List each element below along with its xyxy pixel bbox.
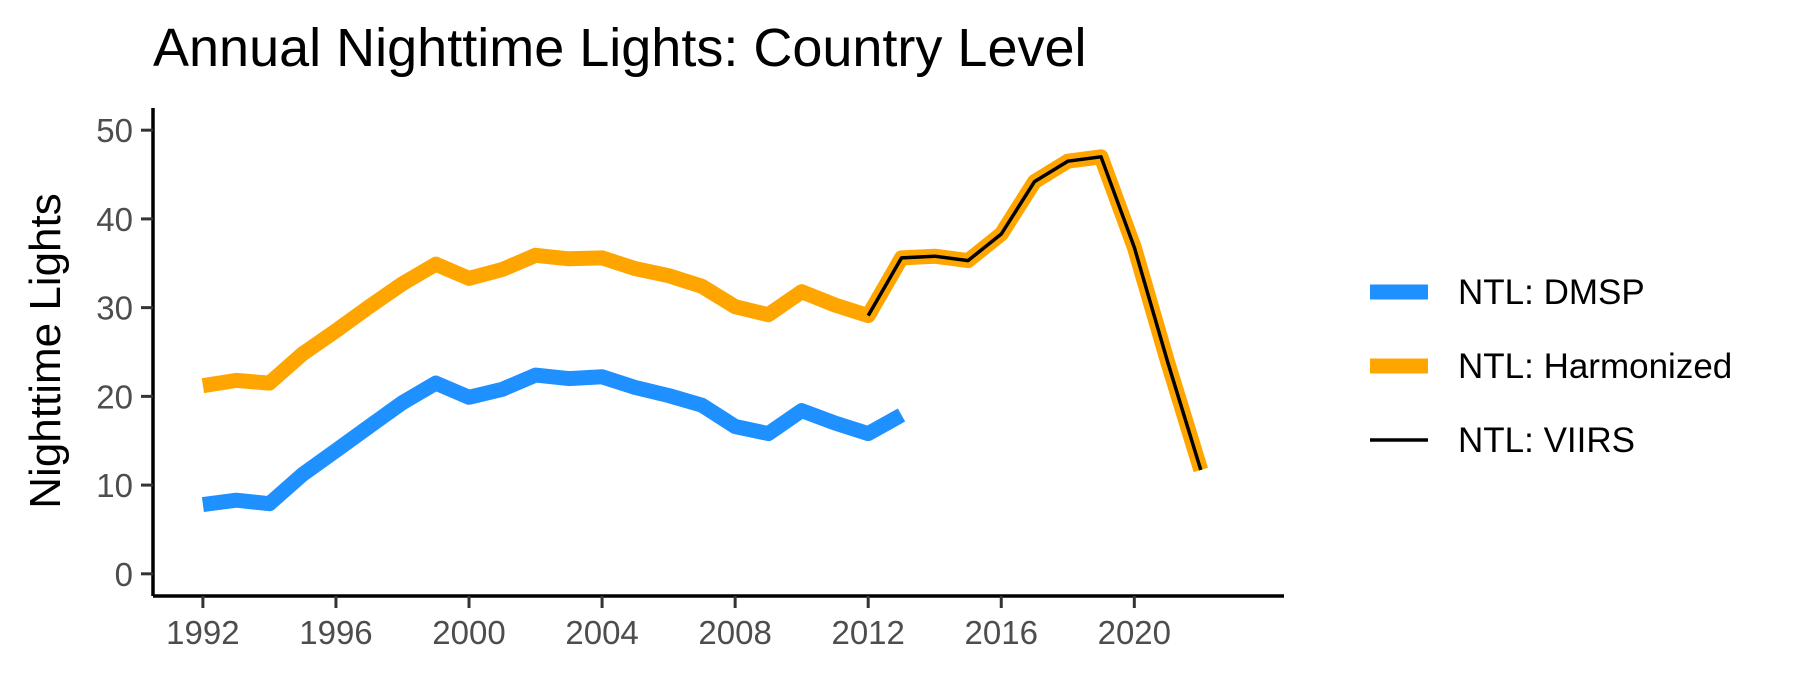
y-tick-label: 0 <box>115 556 133 593</box>
x-tick-label: 2000 <box>432 614 505 651</box>
y-axis-ticks: 0 10 20 30 40 50 <box>96 112 153 593</box>
x-tick-label: 2012 <box>831 614 904 651</box>
legend-label-ntl-viirs: NTL: VIIRS <box>1458 421 1635 460</box>
x-axis-ticks: 1992 1996 2000 2004 2008 2012 2016 2020 <box>166 596 1171 651</box>
series-line-ntl-dmsp <box>201 367 906 513</box>
x-tick-label: 2008 <box>698 614 771 651</box>
legend-label-ntl-dmsp: NTL: DMSP <box>1458 273 1645 312</box>
x-tick-label: 2020 <box>1098 614 1171 651</box>
series-layer <box>201 149 1208 513</box>
x-tick-label: 2004 <box>565 614 638 651</box>
series-line-ntl-viirs <box>866 155 1203 471</box>
y-tick-label: 50 <box>96 112 133 149</box>
x-tick-label: 2016 <box>965 614 1038 651</box>
y-tick-label: 20 <box>96 378 133 415</box>
y-tick-label: 40 <box>96 201 133 238</box>
y-axis-label: Nighttime Lights <box>21 193 70 508</box>
y-tick-label: 30 <box>96 290 133 327</box>
series-line-ntl-harmonized <box>201 149 1208 473</box>
legend: NTL: DMSP NTL: Harmonized NTL: VIIRS <box>1370 273 1732 460</box>
y-tick-label: 10 <box>96 467 133 504</box>
legend-label-ntl-harmonized: NTL: Harmonized <box>1458 347 1732 386</box>
chart-title: Annual Nighttime Lights: Country Level <box>153 18 1087 78</box>
x-tick-label: 1996 <box>299 614 372 651</box>
x-tick-label: 1992 <box>166 614 239 651</box>
